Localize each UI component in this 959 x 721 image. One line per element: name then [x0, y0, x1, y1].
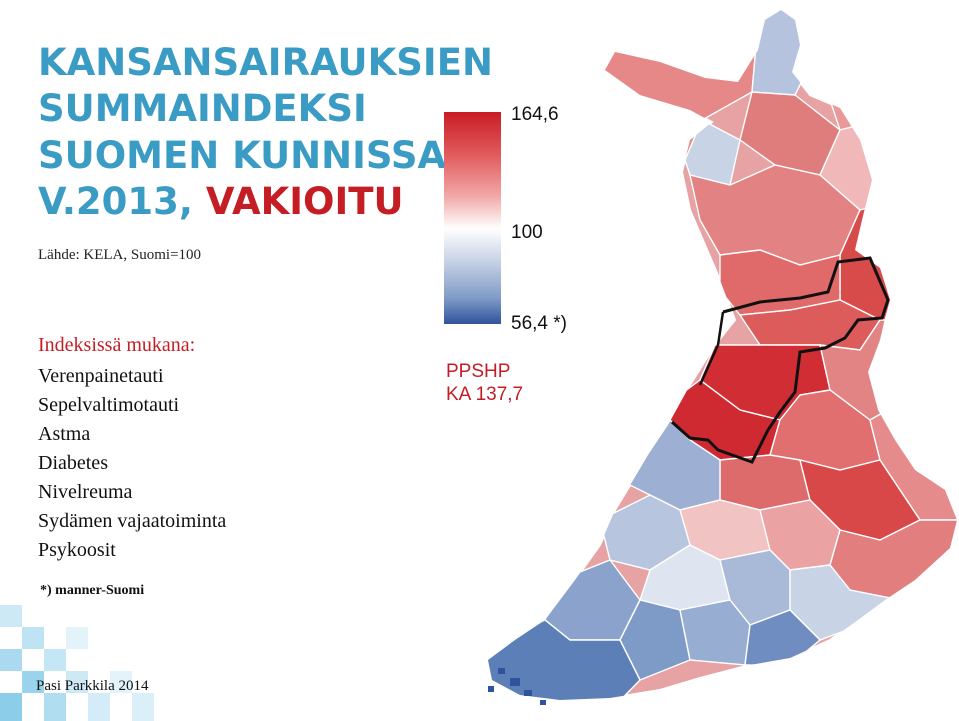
title-year: V.2013, — [38, 179, 206, 223]
index-heading: Indeksissä mukana: — [38, 334, 196, 356]
condition-list: Verenpainetauti Sepelvaltimotauti Astma … — [38, 362, 226, 565]
condition-item: Nivelreuma — [38, 481, 133, 503]
title-standardized: VAKIOITU — [205, 179, 404, 223]
region-average: KA 137,7 — [446, 384, 524, 405]
title-line-2: SUMMAINDEKSI — [38, 87, 367, 131]
map-title: KANSANSAIRAUKSIEN SUMMAINDEKSI SUOMEN KU… — [38, 40, 493, 225]
finland-choropleth-map — [487, 9, 958, 705]
title-line-1: KANSANSAIRAUKSIEN — [38, 41, 493, 84]
condition-item: Astma — [38, 423, 91, 445]
condition-item: Sepelvaltimotauti — [38, 394, 180, 416]
ppshp-border — [671, 256, 890, 464]
title-line-3: SUOMEN KUNNISSA — [38, 133, 447, 177]
region-name: PPSHP — [446, 361, 511, 382]
author-credit: Pasi Parkkila 2014 — [36, 678, 149, 694]
condition-item: Verenpainetauti — [38, 365, 164, 387]
scale-max-label: 164,6 — [511, 104, 559, 125]
condition-item: Psykoosit — [38, 539, 116, 561]
condition-item: Diabetes — [38, 452, 108, 474]
condition-item: Sydämen vajaatoiminta — [38, 510, 227, 532]
scale-mid-label: 100 — [511, 222, 543, 243]
region-label: PPSHP KA 137,7 — [446, 360, 523, 406]
ppshp-inner-border — [698, 311, 725, 386]
color-scale-bar — [444, 112, 501, 324]
source-note: Lähde: KELA, Suomi=100 — [38, 247, 202, 263]
scale-min-label: 56,4 *) — [511, 313, 567, 334]
decorative-squares — [0, 605, 154, 721]
title-line-4: V.2013, VAKIOITU — [38, 179, 493, 225]
footnote: *) manner-Suomi — [40, 583, 145, 598]
